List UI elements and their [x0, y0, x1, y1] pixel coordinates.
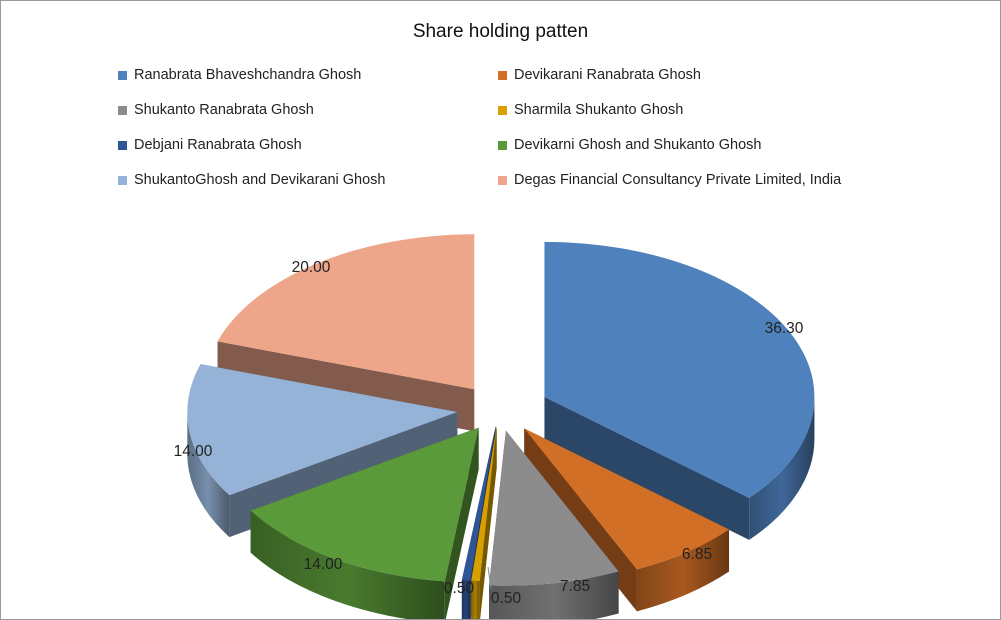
legend-label: Shukanto Ranabrata Ghosh	[134, 102, 314, 118]
data-label: 7.85	[560, 578, 590, 595]
data-label: 14.00	[304, 556, 343, 573]
pie-slice	[524, 428, 730, 570]
legend-label: Devikarni Ghosh and Shukanto Ghosh	[514, 137, 762, 153]
pie-slice	[250, 427, 479, 582]
pie-slice	[461, 426, 496, 581]
legend-label: ShukantoGhosh and Devikarani Ghosh	[134, 172, 386, 188]
legend-item: Sharmila Shukanto Ghosh	[498, 102, 683, 118]
legend-swatch	[498, 175, 507, 185]
legend-swatch	[498, 140, 507, 150]
pie-slice-side	[488, 571, 619, 619]
data-label: 36.30	[765, 320, 804, 337]
pie-slice	[488, 430, 619, 586]
pie-slice-side	[187, 412, 230, 538]
legend-item: Degas Financial Consultancy Private Limi…	[498, 172, 841, 188]
pie-slice-side	[636, 529, 730, 612]
pie-slice	[544, 241, 815, 498]
legend-item: Debjani Ranabrata Ghosh	[118, 137, 302, 153]
legend-item: Devikarni Ghosh and Shukanto Ghosh	[498, 137, 761, 153]
data-label: 0.50	[444, 580, 475, 597]
legend-label: Devikarani Ranabrata Ghosh	[514, 67, 701, 83]
pie-slice-side	[461, 580, 471, 619]
legend-item: Shukanto Ranabrata Ghosh	[118, 102, 314, 118]
pie-slice-side	[444, 427, 479, 619]
pie-slice-side	[471, 580, 480, 619]
pie-slice-side	[749, 396, 815, 540]
pie-slice	[471, 426, 497, 582]
leader-line	[487, 566, 492, 590]
legend-swatch	[118, 175, 127, 185]
chart-title: Share holding patten	[412, 21, 589, 42]
legend-label: Degas Financial Consultancy Private Limi…	[514, 172, 842, 188]
legend-swatch	[498, 70, 507, 80]
pie-slice-side	[250, 510, 445, 619]
legend-swatch	[118, 105, 127, 115]
data-label: 14.00	[174, 443, 213, 460]
data-label: 0.50	[491, 590, 522, 607]
data-label: 20.00	[292, 259, 331, 276]
pie-slice	[217, 234, 475, 390]
legend-swatch	[118, 140, 127, 150]
data-label: 6.85	[682, 546, 712, 563]
legend-label: Debjani Ranabrata Ghosh	[134, 137, 302, 153]
legend-item: Ranabrata Bhaveshchandra Ghosh	[118, 67, 361, 83]
legend-item: ShukantoGhosh and Devikarani Ghosh	[118, 172, 386, 188]
pie-slice-side	[479, 426, 497, 619]
legend-label: Sharmila Shukanto Ghosh	[514, 102, 684, 118]
legend-item: Devikarani Ranabrata Ghosh	[498, 67, 701, 83]
legend-swatch	[498, 105, 507, 115]
legend-label: Ranabrata Bhaveshchandra Ghosh	[134, 67, 362, 83]
legend-swatch	[118, 70, 127, 80]
pie-slice	[187, 364, 458, 496]
pie-slice-side	[544, 396, 750, 540]
